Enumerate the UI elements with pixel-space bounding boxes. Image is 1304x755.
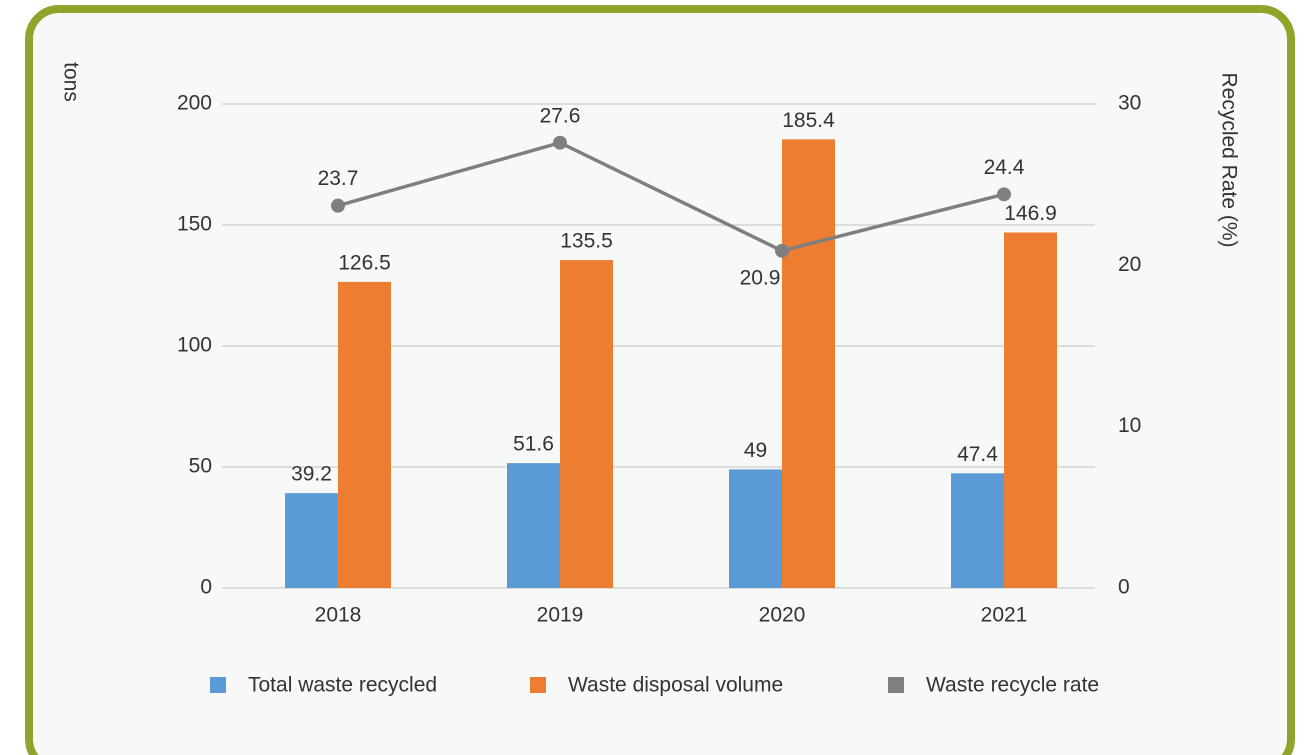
bar: [507, 463, 560, 588]
line-marker: [331, 198, 345, 213]
y2-tick-label: 30: [1118, 92, 1141, 115]
x-tick-label: 2018: [315, 604, 362, 627]
data-label: 49: [744, 439, 767, 462]
bar: [285, 493, 338, 588]
y2-tick-label: 10: [1118, 414, 1141, 437]
y2-tick-label: 0: [1118, 576, 1130, 599]
data-label: 39.2: [291, 463, 332, 486]
line-marker: [775, 243, 789, 258]
data-label: 135.5: [560, 230, 613, 253]
legend-label: Total waste recycled: [248, 674, 437, 697]
data-label: 20.9: [740, 266, 781, 289]
data-label: 27.6: [540, 104, 581, 127]
bar: [729, 469, 782, 588]
line-marker: [553, 135, 567, 150]
x-tick-label: 2021: [981, 604, 1028, 627]
bar: [560, 260, 613, 588]
x-tick-label: 2020: [759, 604, 806, 627]
data-label: 47.4: [957, 443, 998, 466]
y2-axis-label: Recycled Rate (%): [1217, 72, 1240, 247]
bar: [782, 139, 835, 588]
line-marker: [997, 187, 1011, 202]
bar: [951, 473, 1004, 588]
y-tick-label: 150: [177, 213, 212, 236]
legend-swatch: [530, 677, 546, 693]
legend-label: Waste recycle rate: [926, 674, 1099, 697]
bar: [338, 281, 391, 588]
legend-swatch: [210, 677, 226, 693]
y2-tick-label: 20: [1118, 253, 1141, 276]
frame: [25, 5, 1295, 755]
legend-label: Waste disposal volume: [568, 674, 783, 697]
data-label: 185.4: [782, 109, 835, 132]
y-axis-label: tons: [59, 62, 82, 102]
legend-swatch: [888, 677, 904, 693]
y-tick-label: 50: [189, 455, 212, 478]
data-label: 24.4: [984, 156, 1025, 179]
line: [337, 140, 1005, 253]
y-tick-label: 200: [177, 92, 212, 115]
y-tick-label: 100: [177, 334, 212, 357]
data-label: 146.9: [1004, 202, 1057, 225]
x-tick-label: 2019: [537, 604, 584, 627]
data-label: 51.6: [513, 433, 554, 456]
bar: [1004, 232, 1057, 588]
data-label: 126.5: [338, 251, 391, 274]
y-tick-label: 0: [200, 576, 212, 599]
data-label: 23.7: [318, 167, 359, 190]
